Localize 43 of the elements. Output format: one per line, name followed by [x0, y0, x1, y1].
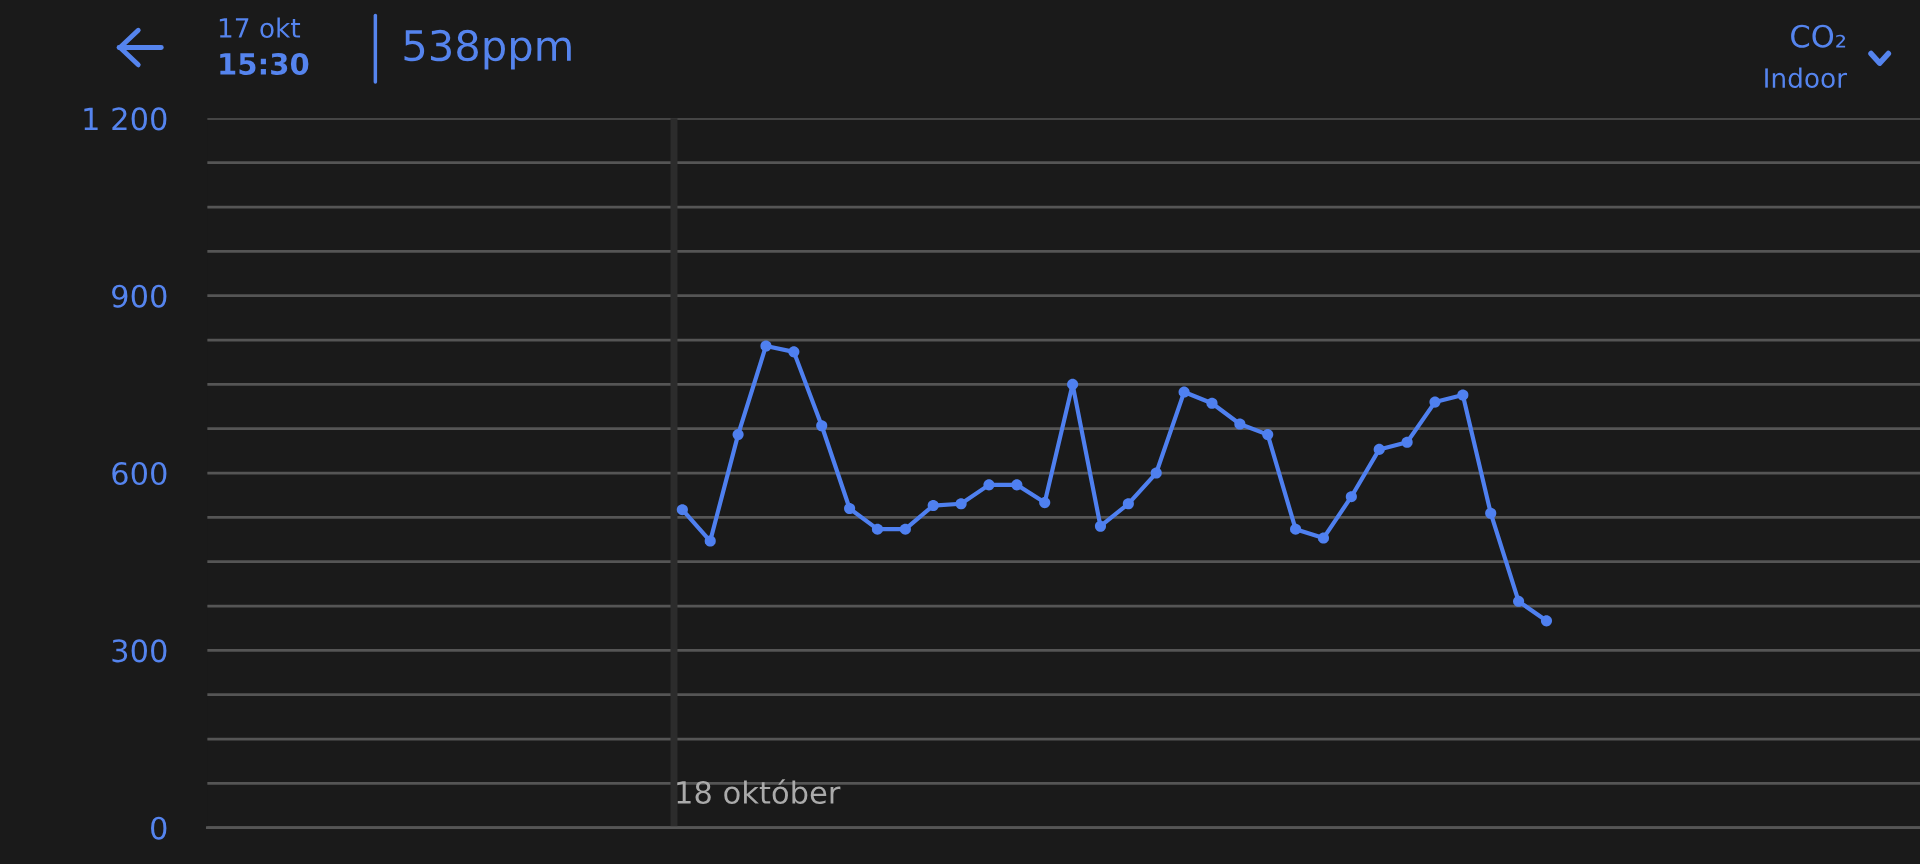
y-tick-label: 900 — [112, 284, 167, 308]
point — [1290, 523, 1302, 535]
point — [1317, 532, 1330, 544]
point — [844, 502, 856, 515]
point — [760, 340, 772, 352]
y-tick-label: 600 — [112, 461, 167, 486]
point — [1513, 595, 1525, 607]
point — [899, 523, 911, 535]
point — [1150, 467, 1162, 479]
point — [676, 504, 688, 516]
point — [1540, 615, 1553, 627]
point — [1373, 443, 1385, 455]
point — [1122, 498, 1134, 510]
point — [704, 535, 716, 547]
text: CO₂ — [1791, 24, 1846, 48]
point — [788, 346, 800, 358]
point — [927, 500, 939, 512]
point — [1039, 497, 1051, 509]
point — [1457, 389, 1469, 401]
point — [1206, 397, 1218, 409]
point — [1234, 418, 1246, 430]
point — [1485, 507, 1497, 519]
y-tick-label: 1 200 — [84, 107, 167, 131]
point — [1262, 429, 1274, 441]
point — [816, 420, 828, 432]
point — [983, 479, 995, 491]
text: 15:30 — [220, 52, 309, 75]
point — [1011, 479, 1023, 491]
point — [871, 523, 884, 535]
y-tick-label: 0 — [151, 816, 167, 840]
annotation: 18 október — [677, 779, 841, 805]
point — [1094, 520, 1107, 532]
text: 538ppm — [404, 29, 571, 70]
point — [1067, 378, 1079, 390]
point — [955, 498, 967, 510]
point — [1429, 396, 1441, 408]
point — [1401, 436, 1413, 448]
text: 17 okt — [219, 17, 301, 38]
point — [1345, 491, 1357, 503]
text: Indoor — [1765, 67, 1848, 89]
point — [1178, 386, 1190, 398]
y-tick-label: 300 — [112, 639, 167, 663]
point — [732, 429, 744, 441]
